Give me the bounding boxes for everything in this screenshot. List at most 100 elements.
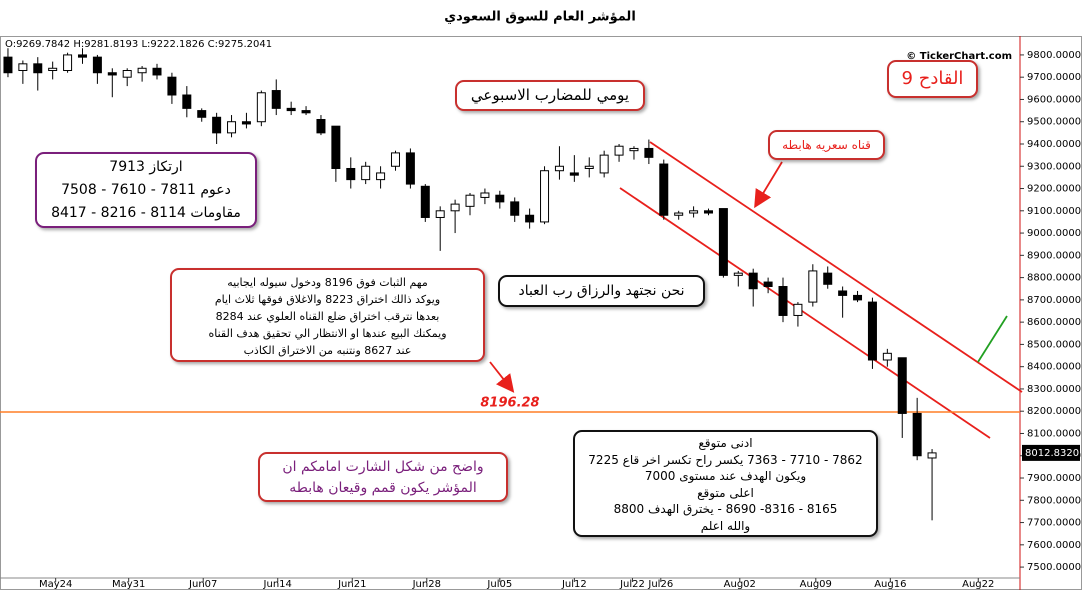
candle-body — [18, 63, 28, 72]
channel-box: قناه سعريه هابطه — [768, 130, 885, 160]
y-tick-label: 8500.0000 — [1027, 339, 1081, 350]
annotation-line: ويمكنك البيع عندها او الانتظار الي تحقيق… — [208, 327, 447, 340]
candle-body — [346, 167, 356, 181]
candle-body — [525, 214, 535, 223]
candle-body — [614, 145, 624, 156]
candle-body — [718, 208, 728, 276]
candle-body — [838, 290, 848, 296]
y-tick-label: 7700.0000 — [1027, 518, 1081, 529]
timeframe-text: يومي للمضارب الاسبوعي — [470, 86, 630, 104]
candle-body — [823, 272, 833, 285]
watermark: © TickerChart.com — [906, 51, 1012, 62]
x-tick-label: Jun14 — [263, 579, 292, 590]
annotation-line: مهم الثبات فوق 8196 ودخول سيوله ايجابيه — [227, 276, 428, 289]
annotation-line: واضح من شكل الشارت امامكم ان — [282, 459, 484, 475]
candle-body — [808, 270, 818, 303]
plan-box: مهم الثبات فوق 8196 ودخول سيوله ايجابيه و… — [170, 268, 485, 362]
candle-body — [689, 210, 699, 214]
candle-body — [92, 56, 102, 74]
y-tick-label: 9400.0000 — [1027, 139, 1081, 150]
candle-body — [152, 67, 162, 76]
x-tick-label: Jul26 — [647, 579, 673, 590]
candle-body — [703, 210, 713, 214]
candle-body — [331, 125, 341, 169]
candle-body — [629, 147, 639, 152]
x-tick-label: Aug02 — [724, 579, 756, 590]
x-tick-label: Aug09 — [800, 579, 832, 590]
candle-body — [540, 170, 550, 223]
frame — [0, 36, 1082, 590]
channel-upper — [649, 141, 1023, 393]
y-tick-label: 9700.0000 — [1027, 72, 1081, 83]
candle-body — [197, 110, 207, 118]
arrow — [489, 361, 515, 393]
trend-line — [977, 315, 1008, 363]
annotation-line: 8165 - 8316- 8690 - يخترق الهدف 8800 — [613, 502, 838, 516]
x-tick-label: Jul12 — [561, 579, 587, 590]
candle-body — [77, 54, 87, 58]
candle-body — [182, 94, 192, 109]
candle-body — [316, 118, 326, 134]
candle-body — [853, 294, 863, 301]
candle-body — [376, 172, 386, 181]
y-tick-label: 8300.0000 — [1027, 384, 1081, 395]
observation-box: واضح من شكل الشارت امامكم ان المؤشر يكون … — [258, 452, 508, 502]
candle-body — [882, 352, 892, 361]
last-price-label: 8012.8320 — [1025, 448, 1079, 459]
candle-body — [271, 90, 281, 109]
candle-body — [674, 212, 684, 216]
candle-body — [867, 301, 877, 361]
candle-body — [256, 92, 266, 123]
targets-box: ادنى متوقع 7862 - 7710 - 7363 يكسر راح تك… — [573, 430, 878, 537]
y-tick-label: 8600.0000 — [1027, 317, 1081, 328]
annotation-line: ويكون الهدف عند مستوى 7000 — [644, 469, 807, 483]
candle-body — [733, 272, 743, 276]
trigger-box: القادح 9 — [887, 60, 978, 98]
y-tick-label: 7600.0000 — [1027, 540, 1081, 551]
annotation-line: دعوم 7811 - 7610 - 7508 — [61, 182, 231, 198]
motto-box: نحن نجتهد والرزاق رب العباد — [498, 275, 705, 307]
candle-body — [659, 163, 669, 216]
annotation-line: 7862 - 7710 - 7363 يكسر راح تكسر اخر قاع… — [588, 452, 863, 467]
candle-body — [420, 185, 430, 218]
candle-body — [495, 194, 505, 203]
candle-body — [3, 56, 13, 74]
candle-body — [927, 452, 937, 459]
x-tick-label: Aug16 — [874, 579, 906, 590]
candle-body — [763, 281, 773, 288]
candle-body — [584, 165, 594, 169]
x-tick-label: Jun07 — [188, 579, 217, 590]
candle-body — [450, 203, 460, 212]
y-tick-label: 7500.0000 — [1027, 562, 1081, 573]
x-tick-label: Jun21 — [337, 579, 366, 590]
x-tick-label: May31 — [112, 579, 145, 590]
candle-body — [107, 72, 117, 76]
y-tick-label: 8100.0000 — [1027, 428, 1081, 439]
candle-body — [778, 286, 788, 316]
y-tick-label: 9600.0000 — [1027, 94, 1081, 105]
annotation-line: عند 8627 ونتنبه من الاختراق الكاذب — [243, 344, 412, 357]
x-tick-label: Aug22 — [962, 579, 994, 590]
y-tick-label: 8400.0000 — [1027, 362, 1081, 373]
candle-body — [390, 152, 400, 167]
candle-body — [361, 165, 371, 181]
timeframe-box: يومي للمضارب الاسبوعي — [455, 80, 645, 111]
channel-lower — [619, 187, 991, 439]
candle-body — [227, 121, 237, 134]
candle-body — [569, 172, 579, 176]
annotation-line: ادنى متوقع — [698, 436, 753, 450]
candle-body — [48, 67, 58, 72]
candle-body — [435, 210, 445, 218]
y-tick-label: 7800.0000 — [1027, 495, 1081, 506]
candle-body — [465, 194, 475, 207]
y-tick-label: 9300.0000 — [1027, 161, 1081, 172]
candle-body — [63, 54, 73, 72]
annotation-line: ويوكد ذالك اختراق 8223 والاغلاق فوقها ثل… — [214, 293, 441, 306]
candle-body — [286, 107, 296, 112]
candle-body — [212, 116, 222, 134]
candle-body — [137, 67, 147, 74]
y-tick-label: 8800.0000 — [1027, 273, 1081, 284]
motto-text: نحن نجتهد والرزاق رب العباد — [518, 283, 685, 299]
annotation-line: مقاومات 8114 - 8216 - 8417 — [51, 205, 241, 221]
